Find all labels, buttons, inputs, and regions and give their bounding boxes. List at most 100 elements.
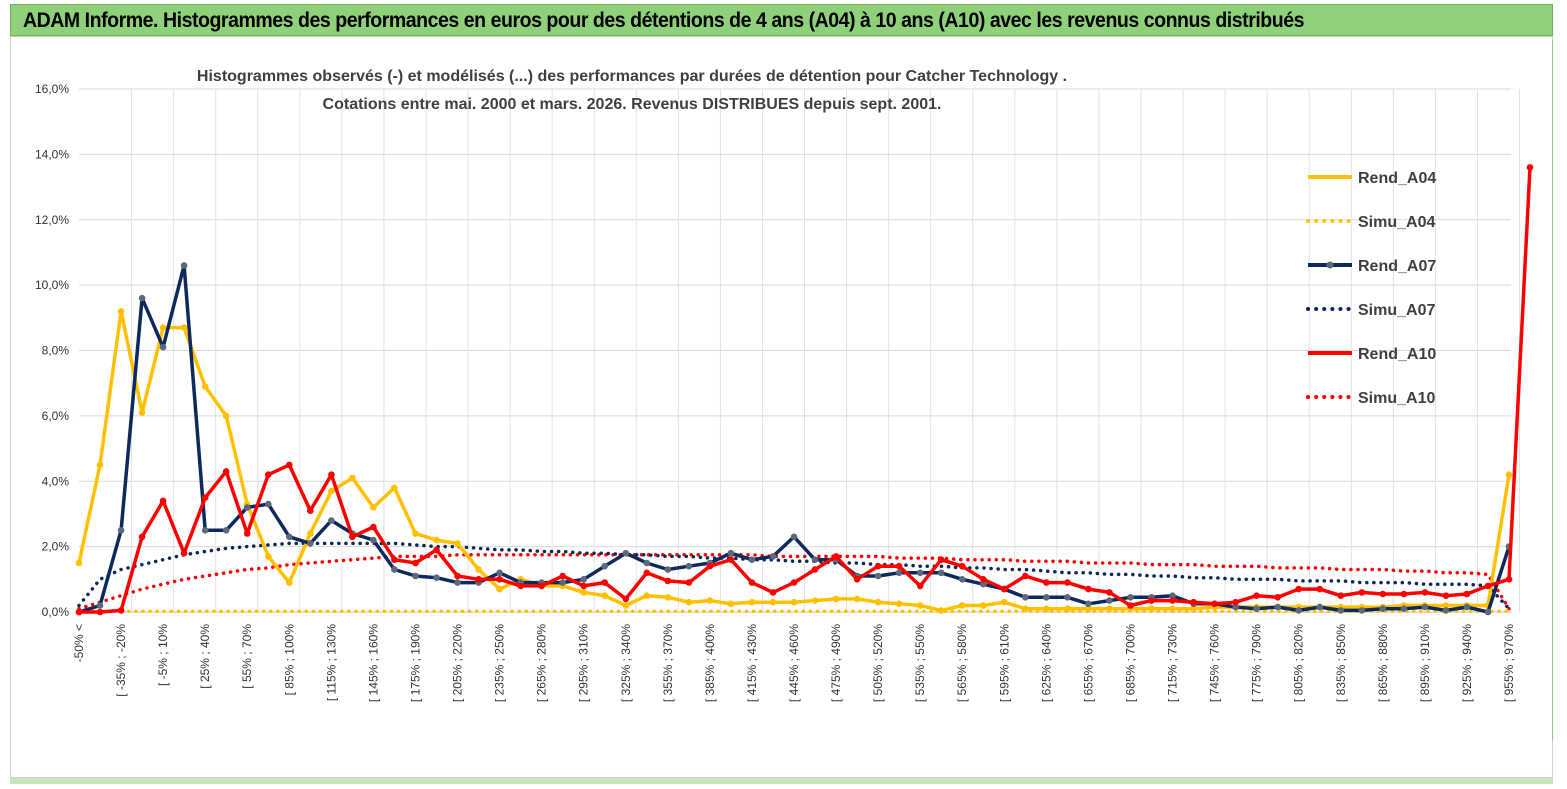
- data-point-rend-a07: [559, 579, 566, 586]
- data-point-rend-a04: [958, 602, 966, 609]
- data-point-rend-a10: [748, 579, 756, 586]
- data-point-rend-a07: [286, 533, 293, 541]
- data-point-rend-a10: [1001, 585, 1008, 593]
- data-point-rend-a07: [1295, 607, 1302, 614]
- data-point-rend-a10: [265, 471, 272, 479]
- data-point-rend-a10: [138, 533, 146, 541]
- data-point-rend-a07: [1169, 592, 1176, 599]
- legend-label-rend-a07: Rend_A07: [1358, 258, 1436, 275]
- x-tick-label: [ 625% ; 640%: [1039, 624, 1053, 702]
- data-point-rend-a10: [201, 494, 209, 501]
- data-point-rend-a10: [117, 607, 125, 614]
- data-point-rend-a10: [916, 582, 924, 590]
- data-point-rend-a04: [664, 594, 672, 601]
- data-point-rend-a04: [349, 474, 356, 482]
- x-tick-label: [ -5% ; 10%: [156, 624, 170, 686]
- data-point-rend-a10: [664, 577, 672, 585]
- data-point-rend-a10: [622, 595, 630, 603]
- data-point-rend-a10: [1253, 592, 1260, 599]
- data-point-rend-a04: [1505, 471, 1513, 479]
- x-tick-label: [ 955% ; 970%: [1502, 624, 1516, 702]
- y-tick-label: 10,0%: [35, 278, 69, 292]
- data-point-rend-a10: [454, 572, 461, 580]
- x-tick-label: [ 55% ; 70%: [240, 624, 254, 689]
- data-point-rend-a07: [96, 602, 104, 609]
- page-title: ADAM Informe. Histogrammes des performan…: [23, 9, 1305, 32]
- x-tick-label: [ 145% ; 160%: [366, 624, 380, 702]
- data-point-rend-a04: [159, 324, 167, 331]
- data-point-rend-a07: [1106, 597, 1113, 604]
- data-point-rend-a04: [790, 598, 798, 606]
- data-point-rend-a10: [1064, 579, 1071, 586]
- data-point-rend-a10: [874, 562, 882, 570]
- data-point-rend-a07: [1232, 603, 1239, 611]
- data-point-rend-a04: [874, 598, 882, 606]
- x-tick-label: [ 655% ; 670%: [1081, 624, 1095, 702]
- data-point-rend-a10: [1400, 590, 1408, 598]
- x-tick-label: [ 355% ; 370%: [661, 624, 675, 702]
- data-point-rend-a07: [1253, 605, 1260, 612]
- data-point-rend-a10: [517, 582, 524, 590]
- legend-label-simu-a10: Simu_A10: [1358, 390, 1435, 407]
- data-point-rend-a04: [307, 530, 314, 537]
- x-tick-label: [ 775% ; 790%: [1250, 624, 1264, 702]
- data-point-rend-a10: [1127, 602, 1134, 609]
- data-point-rend-a07: [496, 569, 503, 577]
- data-point-rend-a04: [832, 595, 840, 603]
- data-point-rend-a07: [201, 527, 209, 534]
- data-point-rend-a10: [832, 553, 840, 560]
- x-tick-label: [ 535% ; 550%: [913, 624, 927, 702]
- data-point-rend-a10: [1274, 594, 1281, 601]
- data-point-rend-a07: [811, 556, 819, 563]
- series-line-rend-a07: [78, 263, 1511, 614]
- x-tick-label: [ 85% ; 100%: [282, 624, 296, 696]
- chart-title-line2: Cotations entre mai. 2000 et mars. 2026.…: [323, 96, 942, 113]
- data-point-rend-a07: [1064, 594, 1071, 601]
- data-point-rend-a07: [1484, 608, 1492, 616]
- data-point-rend-a10: [769, 589, 777, 596]
- x-tick-label: [ 25% ; 40%: [198, 624, 212, 689]
- legend-label-rend-a04: Rend_A04: [1358, 170, 1436, 187]
- data-point-rend-a10: [1190, 598, 1197, 606]
- data-point-rend-a04: [475, 566, 482, 573]
- legend-label-simu-a07: Simu_A07: [1358, 302, 1435, 319]
- data-point-rend-a07: [601, 562, 608, 570]
- data-point-rend-a07: [265, 500, 272, 508]
- data-point-rend-a07: [1127, 594, 1134, 601]
- bottom-strip: [10, 778, 1553, 784]
- data-point-rend-a04: [1442, 602, 1450, 609]
- data-point-rend-a10: [412, 559, 419, 567]
- x-tick-label: [ 415% ; 430%: [745, 624, 759, 702]
- data-point-rend-a04: [454, 540, 461, 547]
- legend: Rend_A04 Simu_A04 Rend_A07 Simu_A07 Rend_A10…: [1306, 170, 1436, 407]
- x-tick-label: [ 295% ; 310%: [577, 624, 591, 702]
- data-point-rend-a04: [580, 589, 587, 596]
- data-point-rend-a07: [454, 579, 461, 586]
- x-tick-label: [ 445% ; 460%: [787, 624, 801, 702]
- data-point-rend-a07: [1400, 605, 1408, 612]
- data-point-rend-a04: [1064, 605, 1071, 612]
- data-point-rend-a10: [180, 549, 188, 557]
- data-point-rend-a10: [370, 523, 377, 531]
- data-point-rend-a04: [117, 308, 125, 315]
- series-line-simu-a07: [77, 541, 1511, 611]
- data-point-rend-a07: [1442, 607, 1450, 614]
- data-point-rend-a10: [328, 471, 335, 479]
- data-point-rend-a10: [1337, 592, 1345, 599]
- legend-marker-rend-a07: [1326, 261, 1334, 269]
- data-point-rend-a10: [1379, 590, 1387, 598]
- data-point-rend-a04: [1190, 605, 1197, 612]
- data-point-rend-a10: [1526, 164, 1534, 171]
- x-tick-label: [ 685% ; 700%: [1123, 624, 1137, 702]
- data-point-rend-a07: [180, 262, 188, 269]
- data-point-rend-a04: [916, 602, 924, 609]
- x-tick-label: [ 175% ; 190%: [408, 624, 422, 702]
- x-tick-label: [ 925% ; 940%: [1460, 624, 1474, 702]
- data-point-rend-a04: [1043, 605, 1050, 612]
- data-point-rend-a07: [916, 569, 924, 577]
- data-point-rend-a07: [222, 527, 230, 534]
- data-point-rend-a07: [685, 562, 693, 570]
- data-point-rend-a10: [1316, 585, 1323, 593]
- data-point-rend-a10: [1295, 585, 1302, 593]
